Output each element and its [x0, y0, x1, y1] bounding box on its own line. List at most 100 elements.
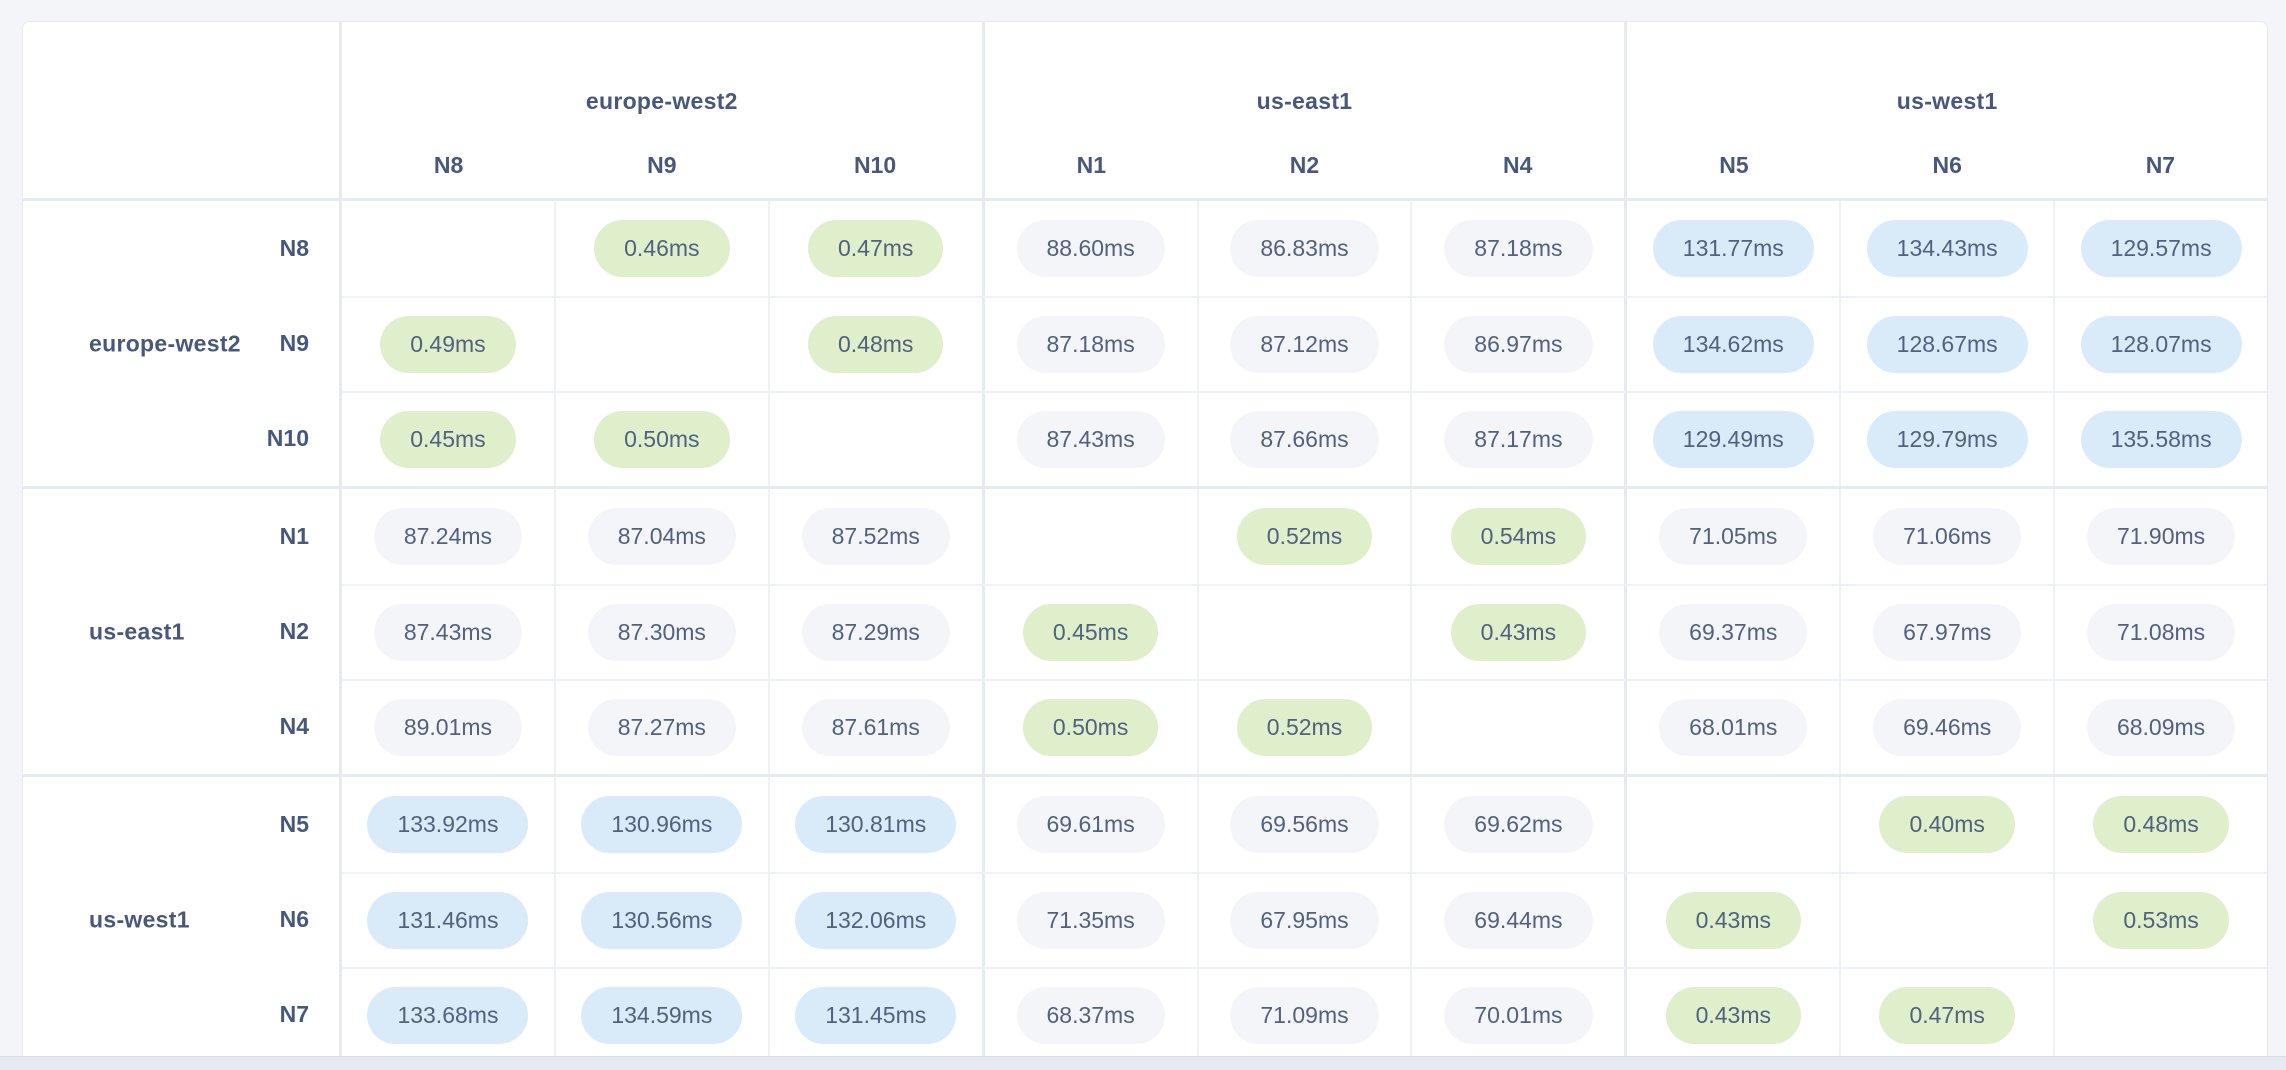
latency-cell: 0.47ms [1839, 969, 2053, 1056]
latency-cell: 71.06ms [1839, 489, 2053, 584]
latency-value: 133.68ms [367, 987, 529, 1044]
latency-value: 71.90ms [2086, 508, 2236, 565]
latency-value: 0.46ms [594, 220, 730, 277]
latency-cell [553, 298, 768, 391]
latency-value: 71.35ms [1016, 892, 1165, 949]
latency-cell: 0.43ms [1624, 874, 1839, 967]
latency-cell: 0.47ms [767, 201, 982, 296]
latency-cell: 71.09ms [1196, 969, 1411, 1056]
latency-value: 135.58ms [2080, 411, 2242, 468]
latency-cell: 131.77ms [1624, 201, 1839, 296]
latency-value: 70.01ms [1444, 987, 1593, 1044]
row-node-label: N9 [279, 330, 309, 356]
column-region-group: us-east1 N1 N2 N4 [981, 22, 1625, 198]
row-region-group: us-east1 N1 N2 N4 87.24ms 87.04ms 87.52ms 0.52m… [23, 486, 2267, 774]
latency-value: 131.77ms [1652, 220, 1814, 277]
latency-value: 128.67ms [1866, 316, 2028, 373]
latency-cell: 87.43ms [342, 586, 554, 679]
latency-value: 87.24ms [373, 508, 523, 565]
column-node-label-row: N8 N9 N10 [342, 132, 982, 198]
latency-cell [767, 393, 982, 486]
latency-cell: 69.46ms [1839, 681, 2053, 774]
latency-cell: 0.43ms [1624, 969, 1839, 1056]
row-region-group: europe-west2 N8 N9 N10 0.46ms 0.47ms 88.60ms 86… [23, 201, 2267, 486]
column-region-title-wrap: us-east1 [985, 22, 1625, 132]
latency-cell: 130.81ms [767, 777, 982, 872]
latency-value: 87.18ms [1444, 220, 1593, 277]
latency-cell: 87.43ms [981, 393, 1197, 486]
latency-value: 131.46ms [367, 892, 529, 949]
latency-cell: 87.18ms [981, 298, 1197, 391]
latency-value: 0.50ms [1022, 699, 1159, 756]
latency-value: 71.06ms [1873, 508, 2022, 565]
latency-value: 0.52ms [1236, 508, 1373, 565]
column-node-label: N2 [1289, 151, 1320, 178]
latency-value: 87.66ms [1230, 411, 1379, 468]
latency-value: 0.50ms [594, 411, 730, 468]
latency-cell [2053, 969, 2267, 1056]
network-latency-matrix: europe-west2 N8 N9 N10 us-east1 N1 N2 N4 us-west… [22, 21, 2268, 1056]
latency-cell: 87.52ms [767, 489, 982, 584]
latency-cell: 0.46ms [553, 201, 768, 296]
latency-cell: 131.46ms [342, 874, 554, 967]
latency-cell [1196, 586, 1411, 679]
latency-value: 87.43ms [1016, 411, 1165, 468]
latency-value: 0.43ms [1665, 892, 1801, 949]
row-node-label: N5 [279, 811, 309, 837]
latency-cell: 87.17ms [1410, 393, 1624, 486]
latency-value: 69.37ms [1659, 604, 1808, 661]
row-region-label: us-west1 [89, 906, 190, 932]
latency-cell: 134.43ms [1839, 201, 2053, 296]
latency-cell: 87.04ms [553, 489, 768, 584]
latency-value: 0.40ms [1879, 796, 2015, 853]
table-row: 89.01ms 87.27ms 87.61ms 0.50ms 0.52ms 68.01ms… [342, 679, 2267, 774]
latency-cell: 0.50ms [553, 393, 768, 486]
column-region-title-wrap: europe-west2 [342, 22, 982, 132]
latency-cell: 129.57ms [2053, 201, 2267, 296]
latency-value: 0.43ms [1665, 987, 1801, 1044]
latency-value: 69.56ms [1230, 796, 1379, 853]
latency-cell: 68.01ms [1624, 681, 1839, 774]
latency-cell: 87.24ms [342, 489, 554, 584]
row-region-label: europe-west2 [89, 330, 241, 356]
latency-value: 128.07ms [2080, 316, 2242, 373]
latency-value: 130.81ms [795, 796, 957, 853]
latency-value: 0.49ms [380, 316, 516, 373]
matrix-body: europe-west2 N8 N9 N10 0.46ms 0.47ms 88.60ms 86… [23, 201, 2267, 1056]
latency-cell: 135.58ms [2053, 393, 2267, 486]
latency-value: 87.18ms [1016, 316, 1165, 373]
latency-value: 88.60ms [1016, 220, 1165, 277]
latency-cell: 87.18ms [1410, 201, 1624, 296]
column-node-label-row: N5 N6 N7 [1627, 132, 2267, 198]
latency-value: 0.48ms [2093, 796, 2229, 853]
latency-cell: 67.97ms [1839, 586, 2053, 679]
column-region-group: europe-west2 N8 N9 N10 [342, 22, 982, 198]
latency-cell: 133.92ms [342, 777, 554, 872]
latency-cell: 0.53ms [2053, 874, 2267, 967]
latency-cell: 86.97ms [1410, 298, 1624, 391]
latency-value: 0.47ms [808, 220, 944, 277]
latency-value: 87.27ms [587, 699, 736, 756]
column-region-label: us-east1 [1256, 87, 1353, 114]
row-group-rows: 133.92ms 130.96ms 130.81ms 69.61ms 69.56ms 69… [342, 777, 2267, 1056]
latency-value: 132.06ms [795, 892, 957, 949]
row-group-rows: 0.46ms 0.47ms 88.60ms 86.83ms 87.18ms 131.77m… [342, 201, 2267, 486]
table-row: 0.46ms 0.47ms 88.60ms 86.83ms 87.18ms 131.77m… [342, 201, 2267, 296]
latency-cell: 89.01ms [342, 681, 554, 774]
latency-value: 0.45ms [380, 411, 516, 468]
latency-value: 0.53ms [2093, 892, 2229, 949]
row-node-label: N6 [279, 906, 309, 932]
row-node-label: N8 [279, 235, 309, 261]
latency-value: 87.17ms [1444, 411, 1593, 468]
latency-cell [981, 489, 1197, 584]
row-node-label: N2 [279, 618, 309, 644]
latency-value: 87.30ms [587, 604, 736, 661]
table-row: 133.92ms 130.96ms 130.81ms 69.61ms 69.56ms 69… [342, 777, 2267, 872]
row-node-label: N10 [266, 425, 309, 451]
column-region-label: europe-west2 [585, 87, 738, 114]
latency-value: 130.56ms [581, 892, 743, 949]
latency-cell: 129.49ms [1624, 393, 1839, 486]
latency-value: 134.43ms [1866, 220, 2028, 277]
latency-cell: 0.52ms [1196, 489, 1411, 584]
latency-value: 89.01ms [373, 699, 523, 756]
